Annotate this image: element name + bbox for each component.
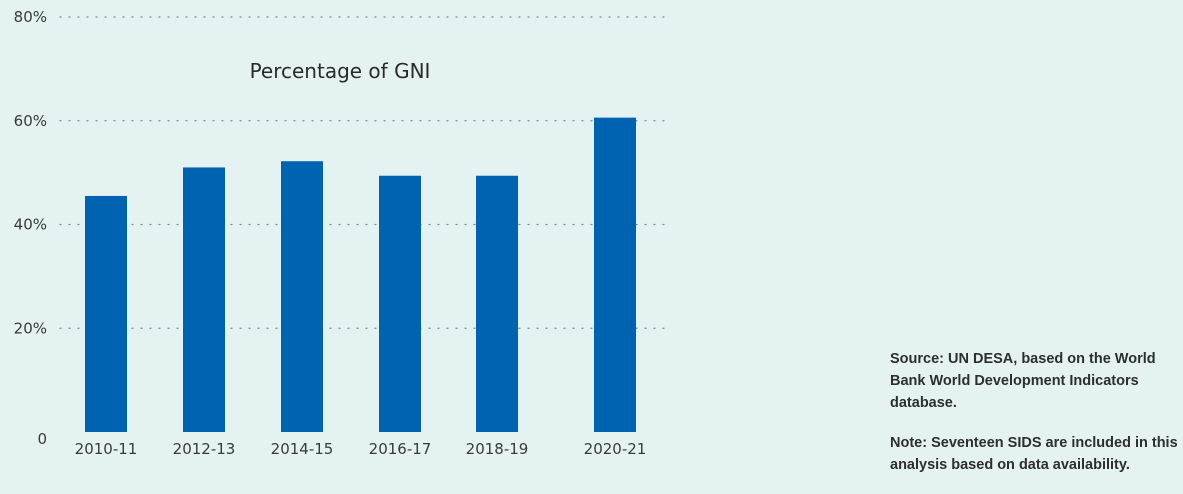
bar-2016-17 bbox=[379, 175, 421, 433]
y-axis-tick-labels: 0 20% 40% 60% 80% bbox=[14, 8, 47, 448]
x-tick-label: 2020-21 bbox=[584, 440, 647, 458]
x-axis-tick-labels: 2010-11 2012-13 2014-15 2016-17 2018-19 2020-… bbox=[75, 440, 647, 458]
x-tick-label: 2014-15 bbox=[271, 440, 334, 458]
bars bbox=[85, 117, 636, 433]
bar-chart: 0 20% 40% 60% 80% 2010-11 2012-13 2014-15 2016-… bbox=[14, 8, 673, 458]
x-tick-label: 2018-19 bbox=[466, 440, 529, 458]
analysis-note: Note: Seventeen SIDS are included in thi… bbox=[890, 435, 1178, 473]
bar-2010-11 bbox=[85, 195, 127, 432]
y-tick-label: 20% bbox=[14, 319, 47, 337]
x-tick-label: 2012-13 bbox=[173, 440, 236, 458]
y-tick-label: 60% bbox=[14, 112, 47, 130]
bar-2012-13 bbox=[183, 167, 225, 432]
bar-2018-19 bbox=[476, 175, 518, 433]
source-note: Source: UN DESA, based on the World Bank… bbox=[890, 351, 1156, 411]
gridlines bbox=[59, 16, 673, 329]
y-tick-label: 80% bbox=[14, 8, 47, 26]
y-tick-label: 40% bbox=[14, 216, 47, 234]
y-tick-label: 0 bbox=[37, 430, 47, 448]
bar-2014-15 bbox=[281, 161, 323, 432]
bar-2020-21 bbox=[594, 117, 636, 432]
notes-panel: Source: UN DESA, based on the World Bank… bbox=[890, 348, 1183, 494]
chart-title: Percentage of GNI bbox=[250, 59, 431, 83]
x-tick-label: 2016-17 bbox=[369, 440, 432, 458]
x-tick-label: 2010-11 bbox=[75, 440, 138, 458]
